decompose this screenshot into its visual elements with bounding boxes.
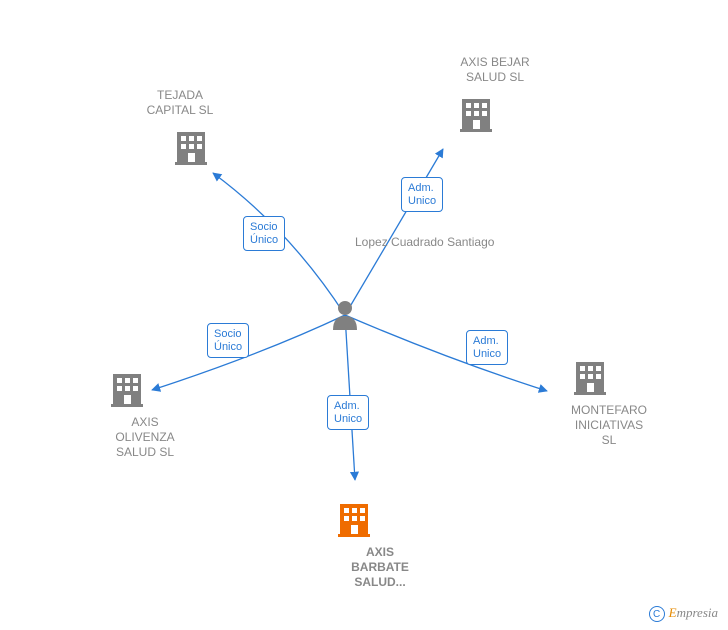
company-icon-barbate — [338, 504, 370, 537]
company-label-bejar: AXIS BEJAR SALUD SL — [440, 55, 550, 85]
copyright-icon: C — [649, 606, 665, 622]
attribution-footer: CEmpresia — [649, 605, 718, 623]
edge-label-bejar: Adm. Unico — [401, 177, 443, 212]
edge-label-barbate: Adm. Unico — [327, 395, 369, 430]
center-node-label: Lopez Cuadrado Santiago — [355, 235, 494, 250]
network-diagram — [0, 0, 728, 630]
company-icon-tejada — [175, 132, 207, 165]
company-label-olivenza: AXIS OLIVENZA SALUD SL — [90, 415, 200, 460]
company-icon-montefaro — [574, 362, 606, 395]
edge-label-montefaro: Adm. Unico — [466, 330, 508, 365]
company-icon-bejar — [460, 99, 492, 132]
edge-label-tejada: Socio Único — [243, 216, 285, 251]
company-label-montefaro: MONTEFARO INICIATIVAS SL — [554, 403, 664, 448]
company-label-tejada: TEJADA CAPITAL SL — [125, 88, 235, 118]
company-icon-olivenza — [111, 374, 143, 407]
edge-bejar — [345, 149, 443, 315]
company-label-barbate: AXIS BARBATE SALUD... — [325, 545, 435, 590]
edge-montefaro — [345, 315, 547, 391]
edge-label-olivenza: Socio Único — [207, 323, 249, 358]
